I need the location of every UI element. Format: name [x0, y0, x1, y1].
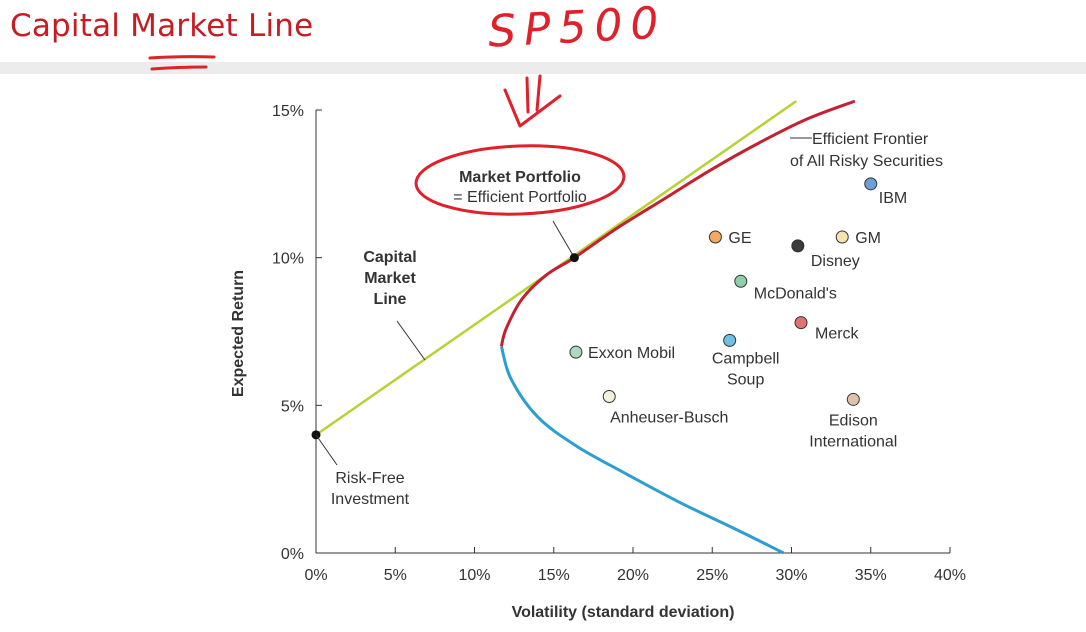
cml-label-line: Line — [374, 291, 407, 308]
security-label: Disney — [811, 253, 860, 270]
frontier-label-line-2: of All Risky Securities — [790, 153, 943, 170]
efficient-frontier-lower — [499, 345, 785, 555]
y-tick-label: 0% — [281, 546, 304, 563]
security-label: Anheuser-Busch — [610, 409, 728, 426]
x-tick-label: 35% — [855, 567, 887, 584]
market-portfolio-subtitle: = Efficient Portfolio — [453, 189, 587, 206]
security-point — [846, 392, 860, 406]
x-tick-label: 25% — [696, 567, 728, 584]
security-label: Campbell — [712, 350, 780, 367]
security-label: International — [809, 433, 897, 450]
efficient-frontier-upper — [499, 99, 856, 347]
frontier-label-line-1: Efficient Frontier — [812, 131, 929, 148]
security-label: Edison — [829, 412, 878, 429]
x-tick-label: 0% — [304, 567, 327, 584]
cml-label-line: Capital — [363, 249, 416, 266]
security-label: Merck — [815, 326, 860, 343]
y-axis-title: Expected Return — [230, 270, 247, 397]
security-point — [864, 177, 878, 191]
security-point — [602, 389, 616, 403]
risk-free-label-line: Investment — [331, 491, 410, 508]
slide-title: Capital Market Line — [10, 8, 314, 44]
security-point — [569, 345, 583, 359]
security-point — [708, 230, 722, 244]
risk-free-leader-line — [315, 434, 338, 466]
security-label: Soup — [727, 371, 764, 388]
security-point — [791, 239, 805, 253]
x-tick-label: 20% — [617, 567, 649, 584]
security-label: GM — [855, 230, 881, 247]
x-tick-label: 40% — [934, 567, 966, 584]
market-portfolio-leader-line — [552, 220, 575, 258]
y-tick-label: 15% — [272, 103, 304, 120]
x-tick-label: 30% — [775, 567, 807, 584]
security-point — [723, 333, 737, 347]
title-bar: Capital Market Line — [0, 0, 1086, 62]
handwritten-double-underline — [148, 55, 216, 71]
market-portfolio-title: Market Portfolio — [459, 169, 581, 186]
x-tick-label: 10% — [458, 567, 490, 584]
cml-label-line: Market — [364, 270, 416, 287]
title-divider — [0, 62, 1086, 74]
security-point — [835, 230, 849, 244]
y-tick-label: 10% — [272, 251, 304, 268]
risk-free-label-line: Risk-Free — [335, 470, 404, 487]
security-point — [734, 274, 748, 288]
x-tick-label: 5% — [384, 567, 407, 584]
market-portfolio-point — [569, 253, 579, 263]
cml-leader-line — [396, 320, 426, 361]
x-tick-label: 15% — [538, 567, 570, 584]
security-point — [794, 316, 808, 330]
security-label: McDonald's — [754, 285, 837, 302]
y-tick-label: 5% — [281, 398, 304, 415]
security-label: Exxon Mobil — [588, 345, 675, 362]
security-label: GE — [728, 230, 751, 247]
security-label: IBM — [879, 190, 907, 207]
x-axis-title: Volatility (standard deviation) — [512, 604, 735, 621]
